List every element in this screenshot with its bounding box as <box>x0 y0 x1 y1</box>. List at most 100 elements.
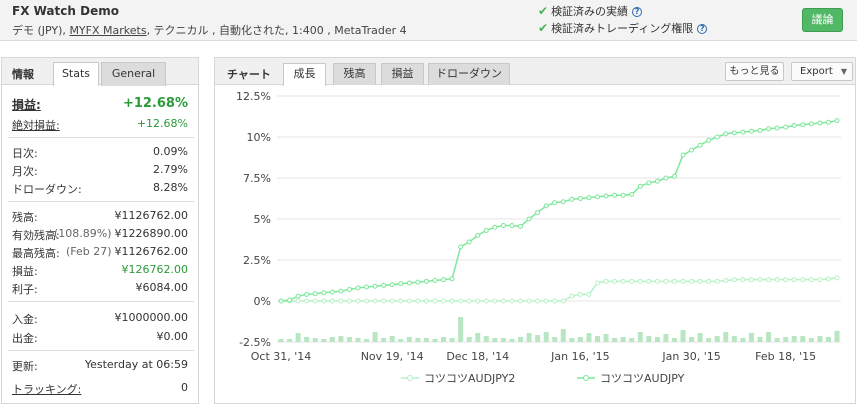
data-point <box>825 119 831 125</box>
data-point <box>800 122 806 128</box>
data-point <box>389 282 395 288</box>
data-point <box>338 298 344 304</box>
verified-track-record: ✔ 検証済みの実績? <box>538 3 643 19</box>
data-point <box>612 278 618 284</box>
tab-stats[interactable]: Stats <box>53 62 99 86</box>
daily-bar <box>817 336 823 342</box>
daily-bar <box>312 338 318 342</box>
updated-label: 更新: <box>12 360 38 373</box>
equity-percent: (108.89%) <box>53 227 112 240</box>
data-point <box>783 124 789 130</box>
data-point <box>295 293 301 299</box>
data-point <box>535 298 541 304</box>
monthly-value: 2.79% <box>153 163 188 176</box>
daily-bar <box>594 336 600 342</box>
data-point <box>346 287 352 293</box>
x-tick-label: Oct 31, '14 <box>251 350 312 363</box>
data-point <box>586 195 592 201</box>
chart-panel: チャート 成長 残高 損益 ドローダウン もっと見る Export ▼ 12.5%… <box>214 57 856 404</box>
account-header: FX Watch Demo デモ (JPY), MYFX Markets, テク… <box>0 0 857 41</box>
daily-bar <box>381 338 387 342</box>
data-point <box>492 224 498 230</box>
data-point <box>817 277 823 283</box>
more-button[interactable]: もっと見る <box>725 62 784 81</box>
account-type: デモ (JPY), <box>12 24 70 37</box>
tab-drawdown[interactable]: ドローダウン <box>428 63 510 85</box>
daily-bar <box>663 334 669 342</box>
check-icon: ✔ <box>538 4 549 18</box>
data-point <box>389 298 395 304</box>
data-point <box>364 284 370 290</box>
daily-bar <box>723 332 729 342</box>
daily-bar <box>671 338 677 342</box>
data-point <box>774 277 780 283</box>
drawdown-label: ドローダウン: <box>12 183 82 196</box>
daily-bar <box>475 333 481 342</box>
data-point <box>526 216 532 222</box>
stat-drawdown: ドローダウン: 8.28% <box>12 181 188 197</box>
tab-growth[interactable]: 成長 <box>283 63 326 86</box>
data-point <box>543 203 549 209</box>
data-point <box>637 183 643 189</box>
data-point <box>594 194 600 200</box>
profit-value: ¥126762.00 <box>121 263 188 276</box>
daily-label: 日次: <box>12 147 38 160</box>
data-point <box>560 298 566 304</box>
data-point <box>569 196 575 202</box>
help-icon[interactable]: ? <box>697 24 708 34</box>
stat-daily: 日次: 0.09% <box>12 145 188 161</box>
daily-bar <box>483 336 489 342</box>
x-tick-label: Nov 19, '14 <box>361 350 424 363</box>
daily-bar <box>518 337 524 342</box>
export-dropdown[interactable]: Export ▼ <box>791 62 853 81</box>
x-tick-label: Feb 18, '15 <box>755 350 816 363</box>
tab-general[interactable]: General <box>101 62 166 86</box>
daily-bar <box>791 336 797 342</box>
discuss-button[interactable]: 議論 <box>802 8 843 32</box>
stat-tracking: トラッキング: 0 <box>12 381 188 397</box>
daily-bar <box>364 339 370 342</box>
data-point <box>500 223 506 229</box>
daily-bar <box>689 337 695 342</box>
account-title: FX Watch Demo <box>12 4 119 18</box>
withdrawals-value: ¥0.00 <box>156 330 189 343</box>
tracking-value: 0 <box>181 381 188 394</box>
series-line-audjpy <box>280 119 838 302</box>
tab-profit[interactable]: 損益 <box>381 63 424 85</box>
y-tick-label: 5% <box>254 213 271 226</box>
profit-label: 損益: <box>12 265 38 278</box>
legend-label: コツコツAUDJPY <box>600 372 685 385</box>
gain-label[interactable]: 損益: <box>12 98 41 112</box>
data-point <box>757 127 763 133</box>
data-point <box>577 291 583 297</box>
account-subtitle: デモ (JPY), MYFX Markets, テクニカル , 自動化された, … <box>12 22 407 38</box>
data-point <box>808 121 814 127</box>
tab-balance[interactable]: 残高 <box>333 63 376 85</box>
help-icon[interactable]: ? <box>632 7 643 17</box>
broker-link[interactable]: MYFX Markets <box>69 24 147 37</box>
highest-value-group: (Feb 27) ¥1126762.00 <box>66 245 188 258</box>
data-point <box>740 129 746 135</box>
y-tick-label: 2.5% <box>243 254 271 267</box>
daily-bar <box>783 337 789 342</box>
data-point <box>791 123 797 129</box>
daily-bar <box>586 333 592 342</box>
data-point <box>321 290 327 296</box>
abs-gain-label[interactable]: 絶対損益: <box>12 119 60 132</box>
data-point <box>706 278 712 284</box>
daily-bar <box>748 333 754 342</box>
data-point <box>714 134 720 140</box>
data-point <box>329 298 335 304</box>
data-point <box>603 278 609 284</box>
data-point <box>287 297 293 303</box>
data-point <box>355 285 361 291</box>
data-point <box>423 278 429 284</box>
daily-bar <box>304 337 310 342</box>
tracking-label[interactable]: トラッキング: <box>12 383 82 396</box>
data-point <box>706 137 712 143</box>
legend-marker <box>407 375 413 381</box>
y-tick-label: 0% <box>254 295 271 308</box>
data-point <box>492 298 498 304</box>
stat-highest-balance: 最高残高: (Feb 27) ¥1126762.00 <box>12 245 188 261</box>
data-point <box>680 152 686 158</box>
